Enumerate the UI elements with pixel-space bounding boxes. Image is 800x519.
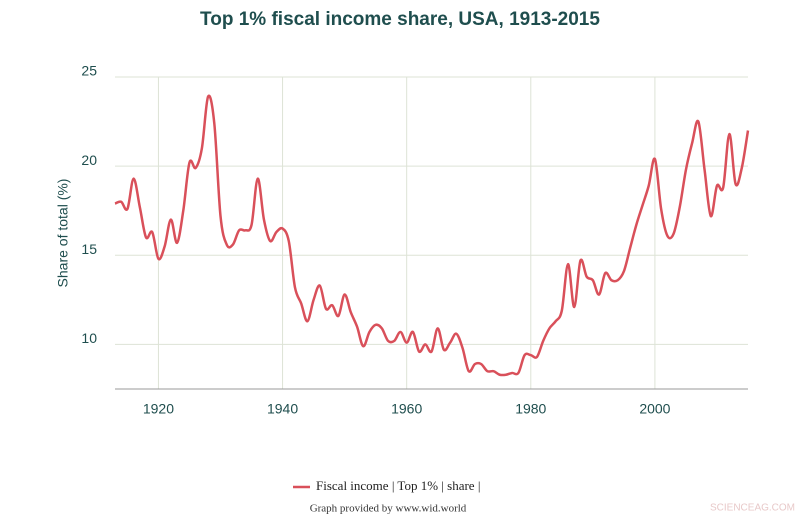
legend-label: Fiscal income | Top 1% | share | bbox=[316, 478, 480, 493]
x-tick-label: 1980 bbox=[515, 401, 546, 417]
x-tick-label: 1940 bbox=[267, 401, 298, 417]
y-tick-label: 15 bbox=[81, 241, 97, 257]
credit: Graph provided by www.wid.world bbox=[310, 503, 467, 515]
y-tick-label: 20 bbox=[81, 152, 97, 168]
chart-title: Top 1% fiscal income share, USA, 1913-20… bbox=[200, 9, 600, 30]
y-tick-label: 10 bbox=[81, 330, 97, 346]
x-tick-label: 1920 bbox=[143, 401, 174, 417]
x-tick-label: 2000 bbox=[639, 401, 670, 417]
watermark: SCIENCEAG.COM bbox=[710, 503, 795, 514]
y-tick-label: 25 bbox=[81, 63, 97, 79]
y-axis-label: Share of total (%) bbox=[55, 179, 71, 288]
x-tick-label: 1960 bbox=[391, 401, 422, 417]
series-line bbox=[114, 94, 750, 377]
